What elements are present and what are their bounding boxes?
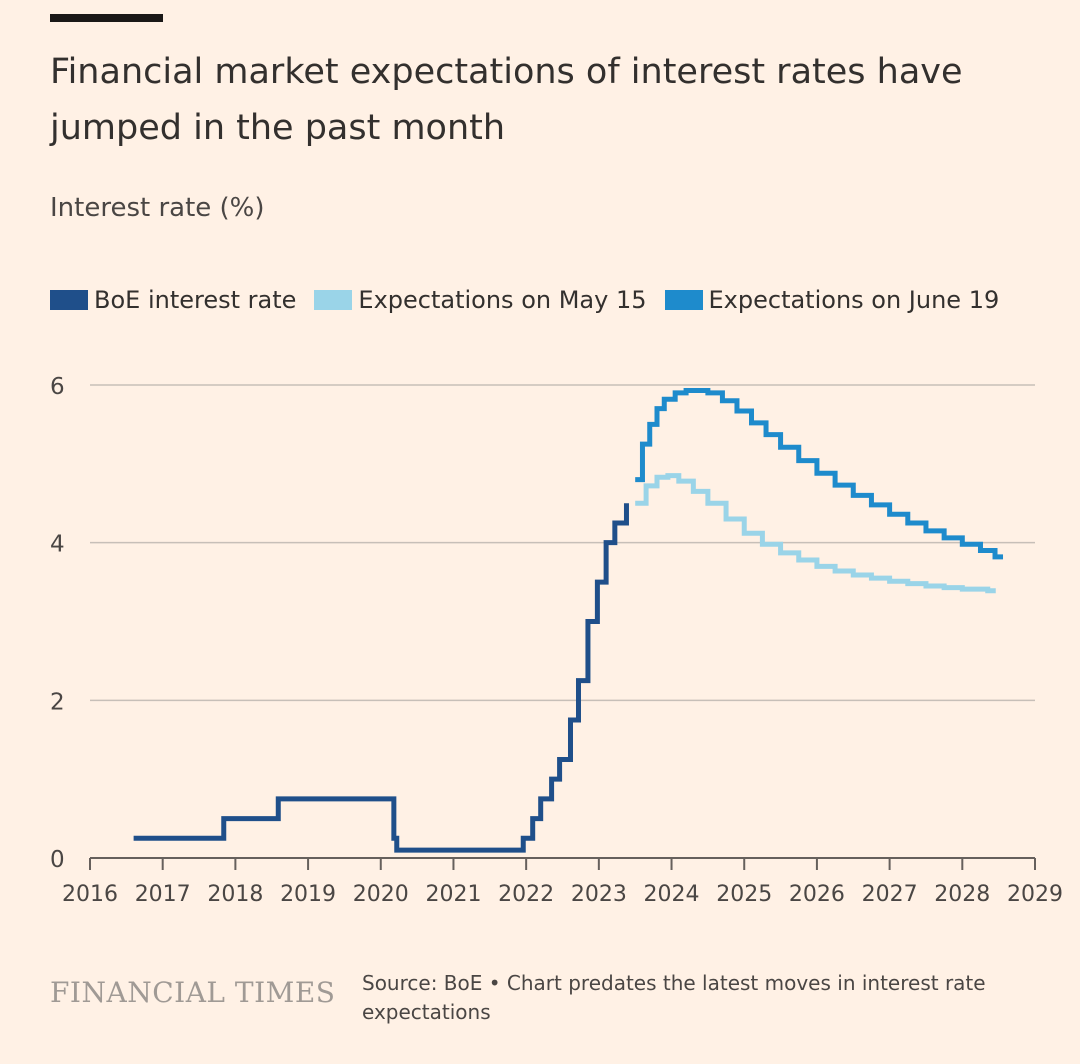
y-tick-label: 0 [50, 847, 65, 873]
x-tick-label: 2027 [862, 882, 918, 907]
interest-rate-chart: 0 2 4 6 2016 2017 2018 2019 2020 2021 2022 2023 2024… [50, 374, 1063, 907]
chart-title: Financial market expectations of interes… [50, 52, 963, 148]
x-tick-label: 2018 [207, 882, 263, 907]
ft-logo: FINANCIAL TIMES [50, 976, 336, 1009]
x-tick-label: 2026 [789, 882, 845, 907]
series-line-june-19 [635, 388, 1004, 560]
legend-swatch-may [314, 290, 353, 310]
x-tick-label: 2017 [135, 882, 191, 907]
x-tick-label: 2028 [934, 882, 990, 907]
x-tick-label: 2020 [353, 882, 409, 907]
x-tick-label: 2025 [716, 882, 772, 907]
x-tick-label: 2021 [425, 882, 481, 907]
x-tick-label: 2029 [1007, 882, 1063, 907]
x-tick-label: 2019 [280, 882, 336, 907]
legend-label-boe: BoE interest rate [94, 286, 297, 314]
y-axis-label: Interest rate (%) [50, 193, 265, 223]
legend: BoE interest rate Expectations on May 15… [50, 286, 1017, 314]
legend-item-june: Expectations on June 19 [664, 286, 1000, 314]
series-line-may-15 [635, 473, 996, 594]
y-tick-label: 2 [50, 689, 65, 715]
legend-swatch-june [664, 290, 703, 310]
legend-label-may: Expectations on May 15 [358, 286, 647, 314]
legend-label-june: Expectations on June 19 [708, 286, 1000, 314]
x-tick-label: 2024 [644, 882, 700, 907]
x-tick-label: 2016 [62, 882, 118, 907]
y-tick-label: 6 [50, 374, 65, 400]
x-tick-label: 2022 [498, 882, 554, 907]
legend-swatch-boe [50, 290, 88, 310]
top-accent-bar [50, 14, 163, 22]
x-tick-label: 2023 [571, 882, 627, 907]
legend-item-may: Expectations on May 15 [314, 286, 647, 314]
series-line-boe [133, 503, 629, 853]
y-tick-label: 4 [50, 532, 65, 558]
legend-item-boe: BoE interest rate [50, 286, 296, 314]
source-note: Source: BoE • Chart predates the latest … [362, 971, 986, 1024]
